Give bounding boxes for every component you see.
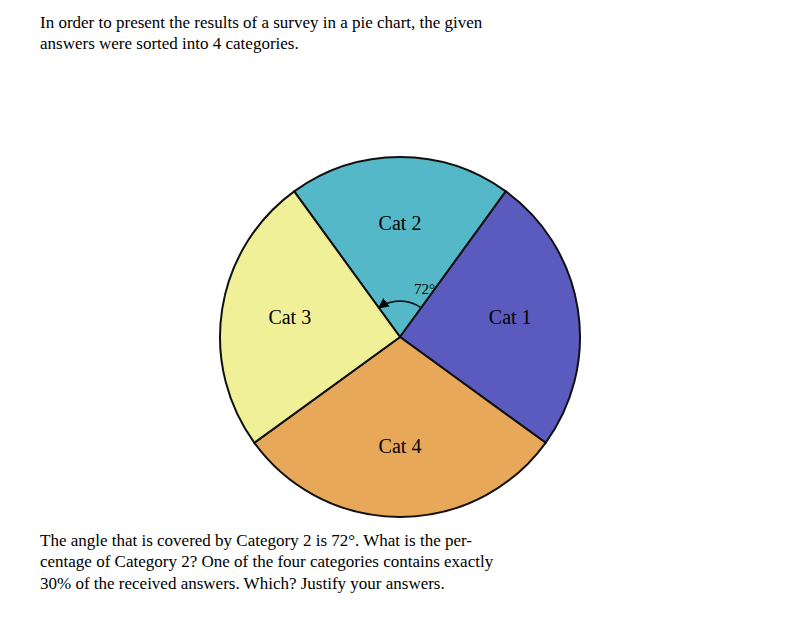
bottom-text: The angle that is covered by Category 2 …	[40, 531, 494, 593]
bottom-text-line: 30% of the received answers. Which? Just…	[40, 574, 445, 593]
slice-label: Cat 3	[268, 306, 311, 328]
slice	[220, 191, 400, 442]
bottom-text-line: The angle that is covered by Category 2 …	[40, 531, 472, 550]
title-line: In order to present the results of a sur…	[40, 13, 483, 32]
angle-arc	[379, 301, 421, 308]
pie: Cat 2 Cat 1 Cat 4 Cat 3 72°	[220, 157, 580, 517]
slice-label: Cat 1	[489, 306, 532, 328]
slice-label: Cat 2	[379, 212, 422, 234]
slice-label: Cat 4	[379, 435, 422, 457]
background	[0, 0, 800, 636]
angle-label: 72°	[414, 281, 435, 297]
bottom-text-line: centage of Category 2? One of the four c…	[40, 552, 494, 571]
chart: In order to present the results of a sur…	[0, 0, 800, 636]
title-line: answers were sorted into 4 categories.	[40, 34, 299, 53]
title: In order to present the results of a sur…	[40, 13, 483, 53]
